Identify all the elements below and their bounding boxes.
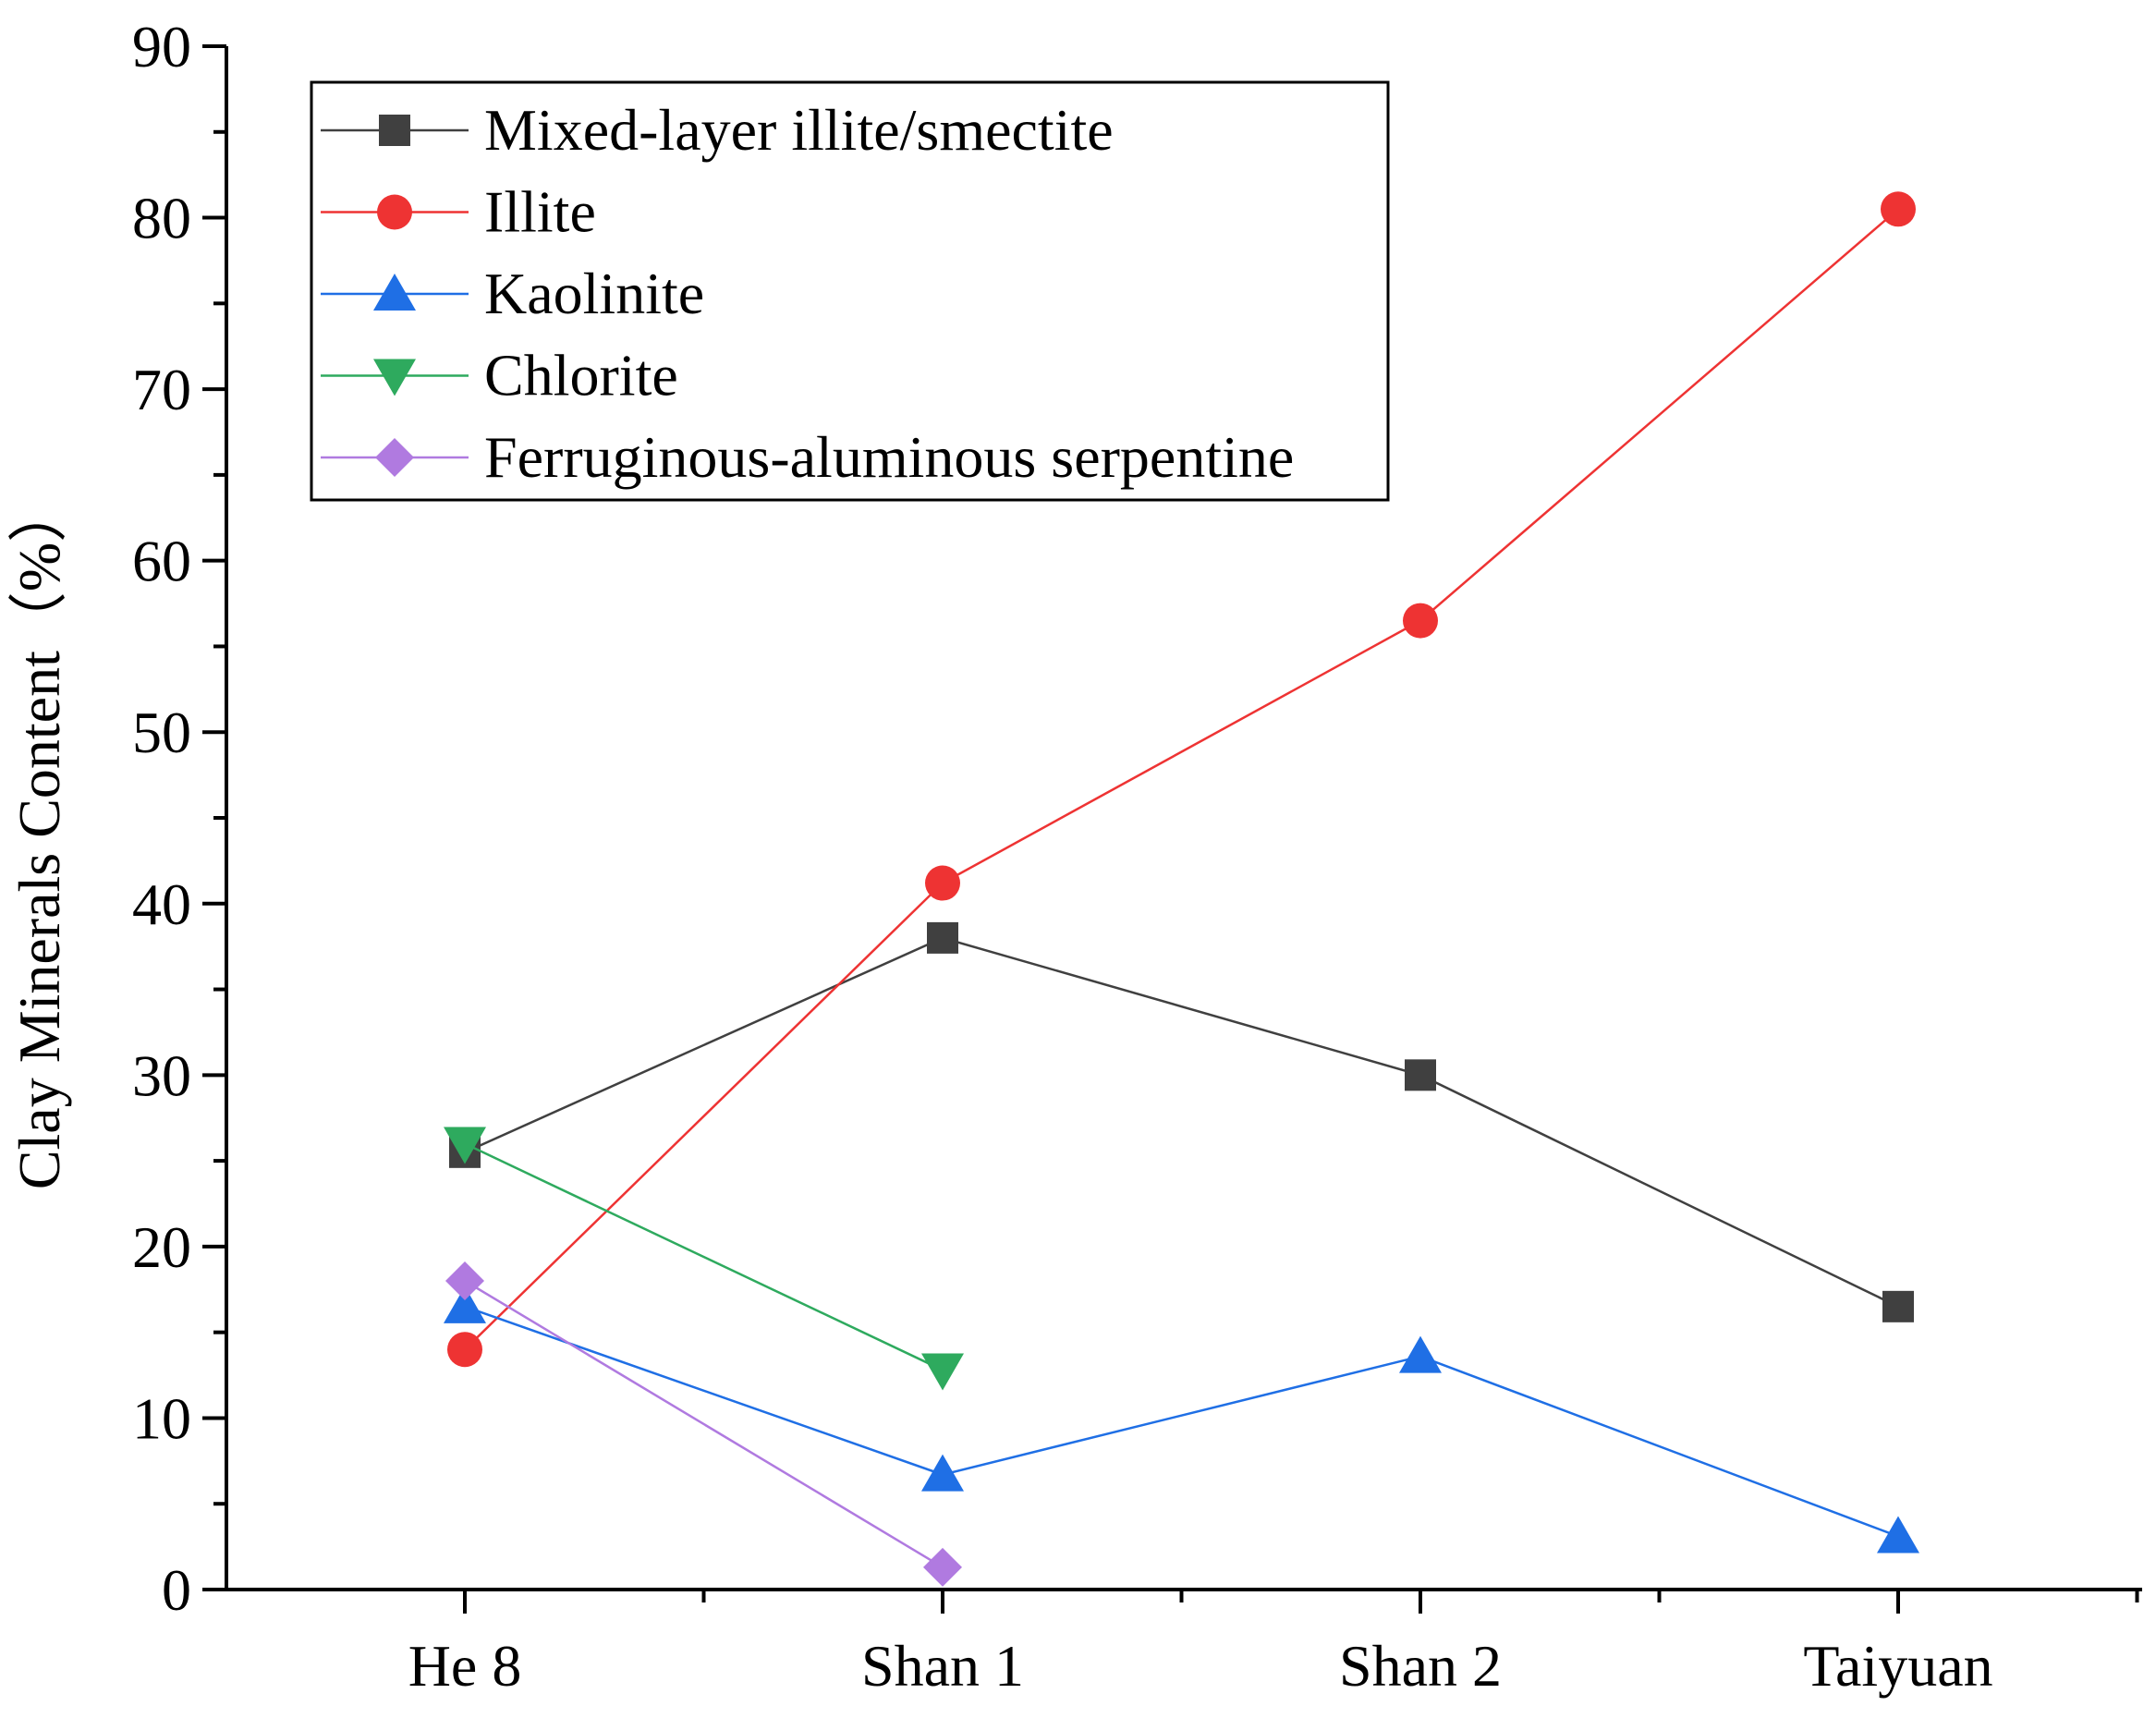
legend-marker [375,438,414,477]
x-tick-label: Shan 1 [861,1633,1024,1699]
data-point [1399,1335,1442,1373]
legend-item: Mixed-layer illite/smectite [321,97,1114,163]
legend: Mixed-layer illite/smectite Illite Kaolini… [310,80,1390,502]
legend-marker [373,359,416,396]
y-tick-label: 90 [132,14,191,79]
data-point [923,1547,962,1587]
series-illite [447,191,1916,1368]
series-line [464,1279,944,1568]
x-tick-label: Shan 2 [1339,1633,1502,1699]
y-tick-label: 80 [132,186,191,251]
y-tick-label: 10 [132,1385,191,1451]
x-tick-label: He 8 [408,1633,522,1699]
y-axis-title-group: Clay Minerals Content（%） [6,483,72,1189]
data-point [1405,1059,1436,1091]
data-point [444,1127,486,1164]
data-point [445,1261,484,1300]
data-point [921,1454,964,1492]
data-point [1881,191,1916,227]
series-line [464,1305,1899,1538]
legend-label: Kaolinite [484,261,704,326]
data-point [1877,1516,1919,1554]
legend-item: Chlorite [321,343,678,408]
series-layer [444,191,1919,1587]
y-tick-label: 70 [132,357,191,422]
series-kaolinite [444,1285,1919,1554]
legend-label: Illite [484,179,596,245]
series-mixed-layer-illite-smectite [449,921,1914,1322]
y-tick-label: 60 [132,529,191,594]
series-line [464,208,1899,1351]
y-tick-label: 20 [132,1214,191,1280]
legend-box [310,80,1390,502]
legend-label: Mixed-layer illite/smectite [484,97,1114,163]
data-point [447,1332,482,1368]
data-point [1882,1290,1914,1322]
legend-marker [373,274,416,311]
series-ferruginous-aluminous-serpentine [445,1261,962,1587]
data-point [921,1353,964,1391]
legend-item: Ferruginous-aluminous serpentine [321,424,1294,490]
y-tick-label: 30 [132,1042,191,1108]
legend-marker [379,115,410,146]
series-chlorite [444,1127,964,1391]
data-point [1403,603,1438,639]
data-point [444,1285,486,1323]
data-point [927,921,958,954]
x-tick-label: Taiyuan [1803,1633,1992,1699]
legend-marker [377,194,412,230]
axes: 0 10 20 30 40 50 60 70 80 90 He 8 Shan 1 Shan 2 Taiyu… [132,14,2142,1699]
data-point [925,865,960,901]
legend-label: Chlorite [484,343,678,408]
legend-item: Kaolinite [321,261,704,326]
y-tick-label: 50 [132,700,191,765]
y-axis-title: Clay Minerals Content（%） [6,483,72,1189]
series-line [464,1142,944,1371]
legend-label: Ferruginous-aluminous serpentine [484,424,1294,490]
legend-item: Illite [321,179,596,245]
y-tick-label: 40 [132,871,191,937]
series-line [464,936,1899,1308]
y-tick-label: 0 [162,1557,191,1623]
